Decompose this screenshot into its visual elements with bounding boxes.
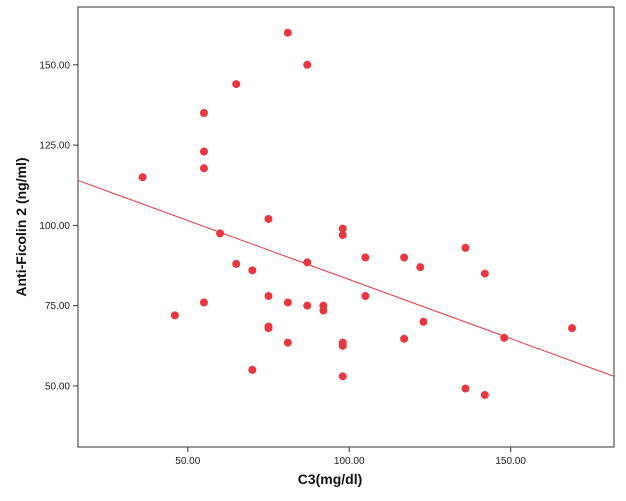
x-tick-label: 100.00 bbox=[334, 456, 365, 467]
x-axis-title: C3(mg/dl) bbox=[298, 471, 363, 487]
data-point bbox=[361, 253, 370, 262]
data-point bbox=[264, 292, 273, 301]
data-point bbox=[400, 334, 409, 343]
data-point bbox=[232, 259, 241, 268]
y-tick-label: 75.00 bbox=[45, 301, 70, 312]
data-point bbox=[283, 298, 292, 307]
data-point bbox=[303, 60, 312, 69]
y-tick-label: 100.00 bbox=[39, 221, 70, 232]
data-point bbox=[500, 333, 509, 342]
y-tick-label: 150.00 bbox=[39, 60, 70, 71]
x-tick-label: 150.00 bbox=[495, 456, 526, 467]
x-tick-label: 50.00 bbox=[175, 456, 200, 467]
x-axis-ticks: 50.00 100.00 150.00 bbox=[175, 447, 526, 467]
data-point bbox=[199, 298, 208, 307]
data-point bbox=[400, 253, 409, 262]
data-point bbox=[416, 263, 425, 272]
data-point bbox=[248, 266, 257, 275]
data-point bbox=[480, 269, 489, 278]
data-point bbox=[338, 341, 347, 350]
data-point bbox=[338, 224, 347, 233]
data-point bbox=[461, 384, 470, 393]
y-tick-label: 125.00 bbox=[39, 141, 70, 152]
data-point bbox=[170, 311, 179, 320]
data-point bbox=[199, 164, 208, 173]
data-point bbox=[199, 108, 208, 117]
data-point bbox=[319, 306, 328, 315]
data-point bbox=[232, 80, 241, 89]
data-point bbox=[138, 173, 147, 182]
data-point bbox=[568, 324, 577, 333]
data-point bbox=[338, 231, 347, 240]
y-axis-title: Anti-Ficolin 2 (ng/ml) bbox=[13, 157, 29, 296]
data-point bbox=[419, 317, 428, 326]
regression-line bbox=[77, 179, 615, 377]
data-point bbox=[303, 258, 312, 267]
data-point bbox=[216, 229, 225, 238]
data-point bbox=[303, 301, 312, 310]
data-point bbox=[264, 324, 273, 333]
data-point bbox=[283, 28, 292, 37]
data-point bbox=[338, 372, 347, 381]
data-point bbox=[480, 390, 489, 399]
y-axis-ticks: 50.00 75.00 100.00 125.00 150.00 bbox=[39, 60, 78, 392]
data-point bbox=[461, 243, 470, 252]
data-point bbox=[199, 147, 208, 156]
y-tick-label: 50.00 bbox=[45, 381, 70, 392]
data-points bbox=[138, 28, 577, 399]
data-point bbox=[361, 292, 370, 301]
data-point bbox=[248, 365, 257, 374]
data-point bbox=[283, 338, 292, 347]
data-point bbox=[264, 214, 273, 223]
